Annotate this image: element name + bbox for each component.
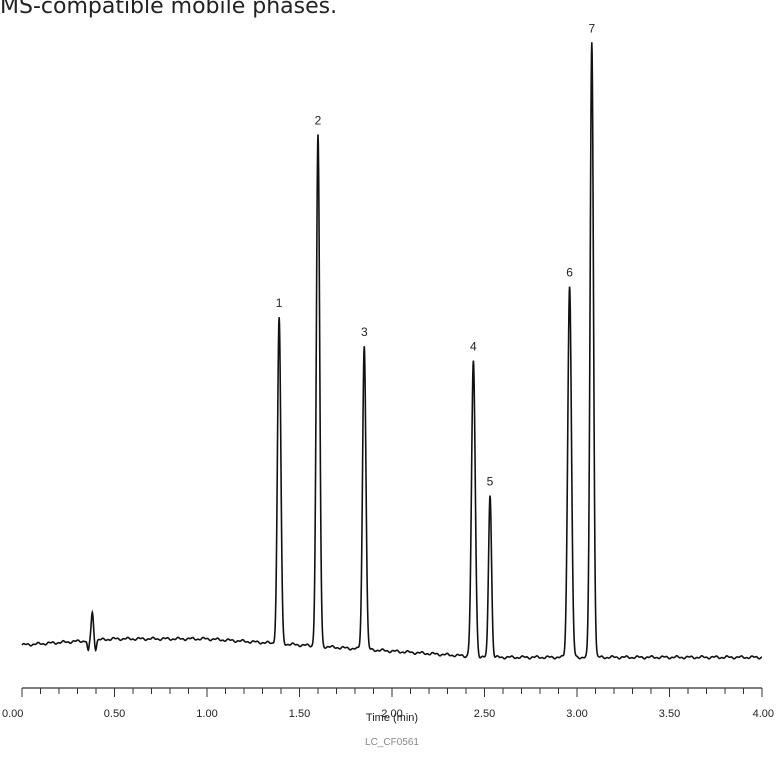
peak-label-3: 3 (361, 325, 368, 339)
peak-label-2: 2 (315, 113, 322, 127)
peak-label-1: 1 (276, 296, 283, 310)
x-tick-label: 2.00 (381, 708, 402, 720)
peak-label-7: 7 (588, 21, 595, 35)
x-tick-label: 2.50 (474, 708, 495, 720)
x-tick-label: 0.00 (2, 708, 23, 720)
x-tick-label: 1.50 (289, 708, 310, 720)
peak-label-4: 4 (470, 340, 477, 354)
x-tick-label: 0.50 (104, 708, 125, 720)
peak-labels: 1 2 3 4 5 6 7 (276, 21, 596, 488)
figure-code-label: LC_CF0561 (365, 737, 419, 748)
x-tick-label: 3.00 (566, 708, 587, 720)
peak-label-5: 5 (487, 475, 494, 489)
x-axis: 0.00 0.50 1.00 1.50 2.00 2.50 3.00 3.50 4.00 (2, 687, 774, 720)
x-tick-label: 4.00 (753, 708, 774, 720)
x-tick-label: 3.50 (659, 708, 680, 720)
peak-label-6: 6 (566, 266, 573, 280)
trace-layer (21, 42, 763, 660)
chromatogram-trace (21, 42, 763, 660)
x-tick-label: 1.00 (196, 708, 217, 720)
x-axis-title: Time (min) (366, 712, 418, 724)
caption-text: MS-compatible mobile phases. (0, 0, 338, 19)
